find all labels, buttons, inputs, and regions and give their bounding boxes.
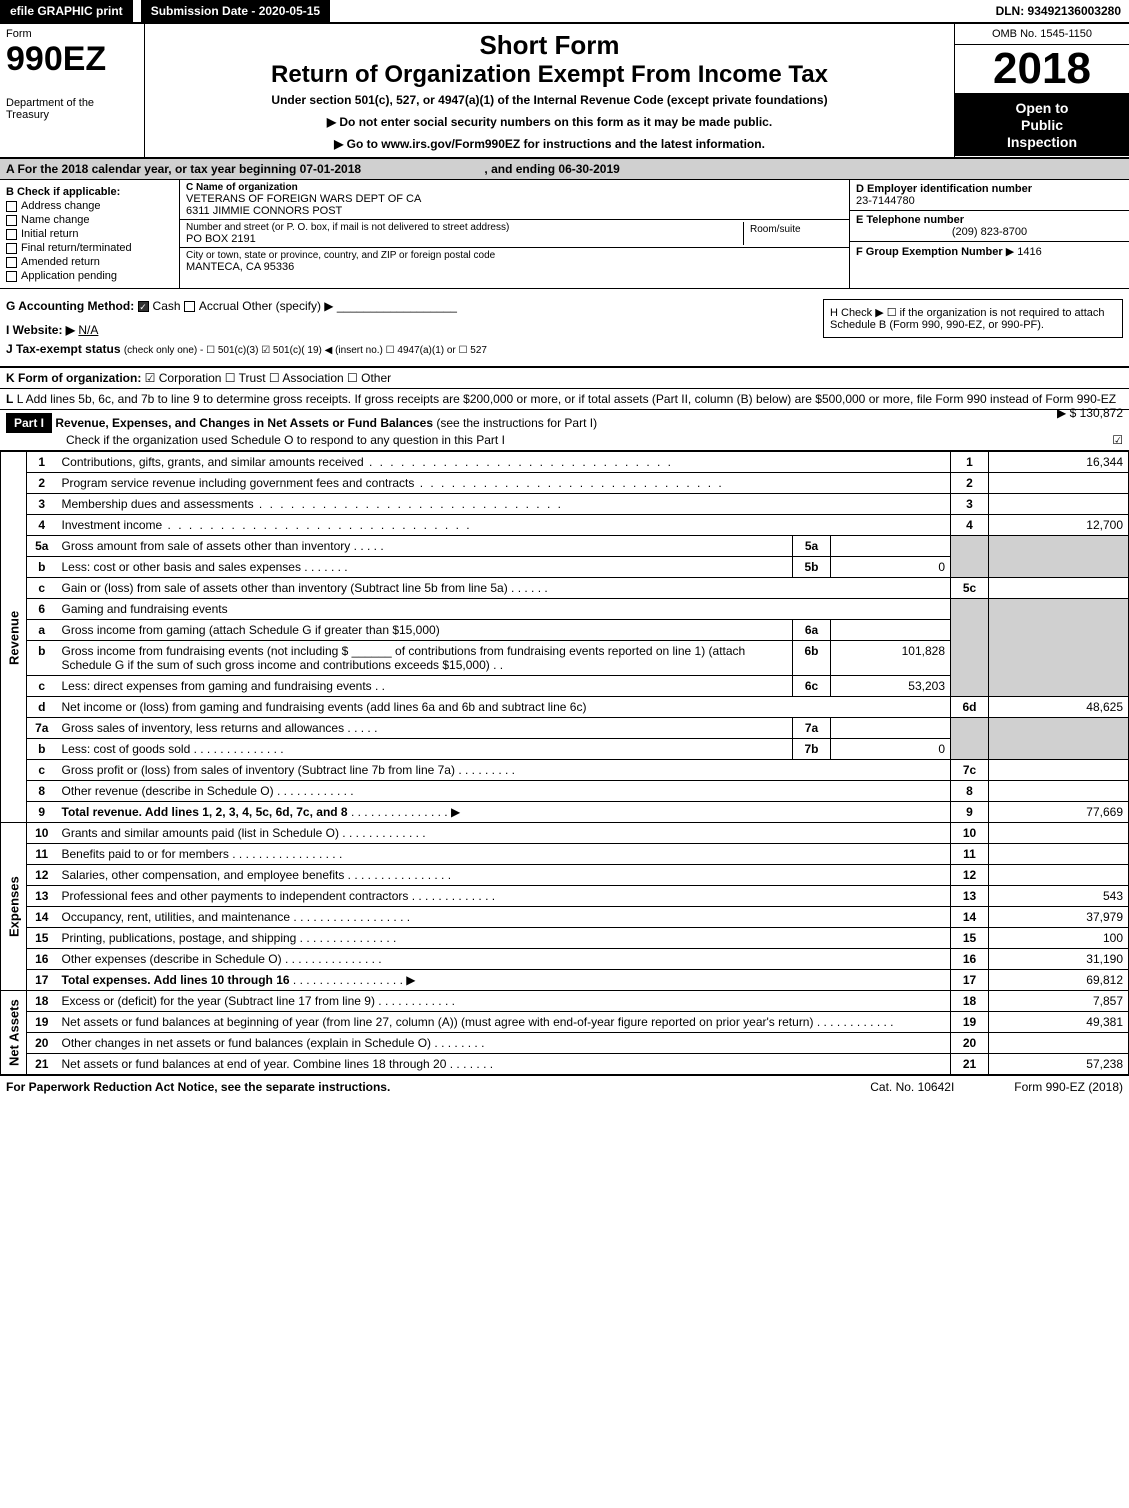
val-9: 77,669 xyxy=(989,802,1129,823)
form-word: Form xyxy=(6,28,138,40)
check-name-change[interactable]: Name change xyxy=(6,214,173,226)
cat-number: Cat. No. 10642I xyxy=(870,1080,954,1094)
paperwork-notice: For Paperwork Reduction Act Notice, see … xyxy=(6,1080,810,1094)
revenue-side-label: Revenue xyxy=(1,452,27,823)
item-i: I Website: ▶ N/A xyxy=(6,323,823,337)
org-name-2: 6311 JIMMIE CONNORS POST xyxy=(186,205,843,217)
val-4: 12,700 xyxy=(989,515,1129,536)
val-18: 7,857 xyxy=(989,991,1129,1012)
ln-1: 1 xyxy=(27,452,57,473)
check-final-return[interactable]: Final return/terminated xyxy=(6,242,173,254)
org-name-1: VETERANS OF FOREIGN WARS DEPT OF CA xyxy=(186,193,843,205)
city-label: City or town, state or province, country… xyxy=(186,250,843,261)
val-6d: 48,625 xyxy=(989,697,1129,718)
box-b-header: B Check if applicable: xyxy=(6,186,173,198)
check-amended-return[interactable]: Amended return xyxy=(6,256,173,268)
val-19: 49,381 xyxy=(989,1012,1129,1033)
top-bar: efile GRAPHIC print Submission Date - 20… xyxy=(0,0,1129,24)
ssn-warning: ▶ Do not enter social security numbers o… xyxy=(151,115,948,129)
part1-title: Revenue, Expenses, and Changes in Net As… xyxy=(55,416,433,430)
short-form-label: Short Form xyxy=(151,30,948,61)
cash-checkbox[interactable]: ✓ xyxy=(138,301,149,312)
form-footer-id: Form 990-EZ (2018) xyxy=(1014,1080,1123,1094)
instructions-link[interactable]: ▶ Go to www.irs.gov/Form990EZ for instru… xyxy=(151,137,948,151)
val-21: 57,238 xyxy=(989,1054,1129,1075)
val-6c: 53,203 xyxy=(831,676,951,697)
val-5b: 0 xyxy=(831,557,951,578)
expenses-side-label: Expenses xyxy=(1,823,27,991)
website-value: N/A xyxy=(78,323,98,337)
street-label: Number and street (or P. O. box, if mail… xyxy=(186,222,743,233)
phone-value: (209) 823-8700 xyxy=(856,226,1123,238)
street-address: PO BOX 2191 xyxy=(186,233,743,245)
submission-date: Submission Date - 2020-05-15 xyxy=(141,0,330,22)
val-6b: 101,828 xyxy=(831,641,951,676)
schedule-o-check: Check if the organization used Schedule … xyxy=(66,433,505,447)
item-j: J Tax-exempt status (check only one) - ☐… xyxy=(6,342,1123,356)
efile-label[interactable]: efile GRAPHIC print xyxy=(0,0,133,22)
tax-period-row: A For the 2018 calendar year, or tax yea… xyxy=(0,159,1129,180)
ein-label: D Employer identification number xyxy=(856,183,1123,195)
group-label: F Group Exemption Number xyxy=(856,246,1003,258)
check-initial-return[interactable]: Initial return xyxy=(6,228,173,240)
org-name-label: C Name of organization xyxy=(186,182,843,193)
box-c: C Name of organization VETERANS OF FOREI… xyxy=(180,180,849,288)
group-value: ▶ 1416 xyxy=(1006,246,1042,258)
accrual-checkbox[interactable] xyxy=(184,301,195,312)
val-7b: 0 xyxy=(831,739,951,760)
phone-label: E Telephone number xyxy=(856,214,1123,226)
period-end: , and ending 06-30-2019 xyxy=(484,162,619,176)
schedule-o-checked: ☑ xyxy=(1112,433,1123,447)
box-b: B Check if applicable: Address change Na… xyxy=(0,180,180,288)
omb-number: OMB No. 1545-1150 xyxy=(955,24,1129,45)
gross-receipts: ▶ $ 130,872 xyxy=(1057,406,1123,420)
department: Department of the Treasury xyxy=(6,97,138,121)
city-state-zip: MANTECA, CA 95336 xyxy=(186,261,843,273)
val-14: 37,979 xyxy=(989,907,1129,928)
form-number: 990EZ xyxy=(6,40,138,79)
period-begin: A For the 2018 calendar year, or tax yea… xyxy=(6,162,361,176)
form-title: Return of Organization Exempt From Incom… xyxy=(151,61,948,89)
check-address-change[interactable]: Address change xyxy=(6,200,173,212)
part1-table: Revenue 1 Contributions, gifts, grants, … xyxy=(0,451,1129,1075)
tax-year: 2018 xyxy=(955,45,1129,94)
item-h: H Check ▶ ☐ if the organization is not r… xyxy=(823,299,1123,338)
check-application-pending[interactable]: Application pending xyxy=(6,270,173,282)
ein-value: 23-7144780 xyxy=(856,195,1123,207)
part1-header: Part I Revenue, Expenses, and Changes in… xyxy=(0,410,1129,451)
meta-section: G Accounting Method: ✓Cash Accrual Other… xyxy=(0,289,1129,367)
val-16: 31,190 xyxy=(989,949,1129,970)
dln-number: DLN: 93492136003280 xyxy=(988,0,1129,22)
item-g: G Accounting Method: ✓Cash Accrual Other… xyxy=(6,299,823,313)
part1-label: Part I xyxy=(6,413,52,433)
form-header: Form 990EZ Department of the Treasury Sh… xyxy=(0,24,1129,159)
val-15: 100 xyxy=(989,928,1129,949)
info-block: B Check if applicable: Address change Na… xyxy=(0,180,1129,289)
net-assets-side-label: Net Assets xyxy=(1,991,27,1075)
form-id-box: Form 990EZ Department of the Treasury xyxy=(0,24,145,157)
val-17: 69,812 xyxy=(989,970,1129,991)
page-footer: For Paperwork Reduction Act Notice, see … xyxy=(0,1075,1129,1098)
val-13: 543 xyxy=(989,886,1129,907)
val-1: 16,344 xyxy=(989,452,1129,473)
open-to-public: Open to Public Inspection xyxy=(955,94,1129,156)
room-label: Room/suite xyxy=(750,224,837,235)
box-d-e-f: D Employer identification number 23-7144… xyxy=(849,180,1129,288)
header-right-box: OMB No. 1545-1150 2018 Open to Public In… xyxy=(954,24,1129,157)
under-section: Under section 501(c), 527, or 4947(a)(1)… xyxy=(151,93,948,107)
item-k: K Form of organization: ☑ Corporation ☐ … xyxy=(0,367,1129,389)
form-title-box: Short Form Return of Organization Exempt… xyxy=(145,24,954,157)
item-l: L L Add lines 5b, 6c, and 7b to line 9 t… xyxy=(0,389,1129,410)
